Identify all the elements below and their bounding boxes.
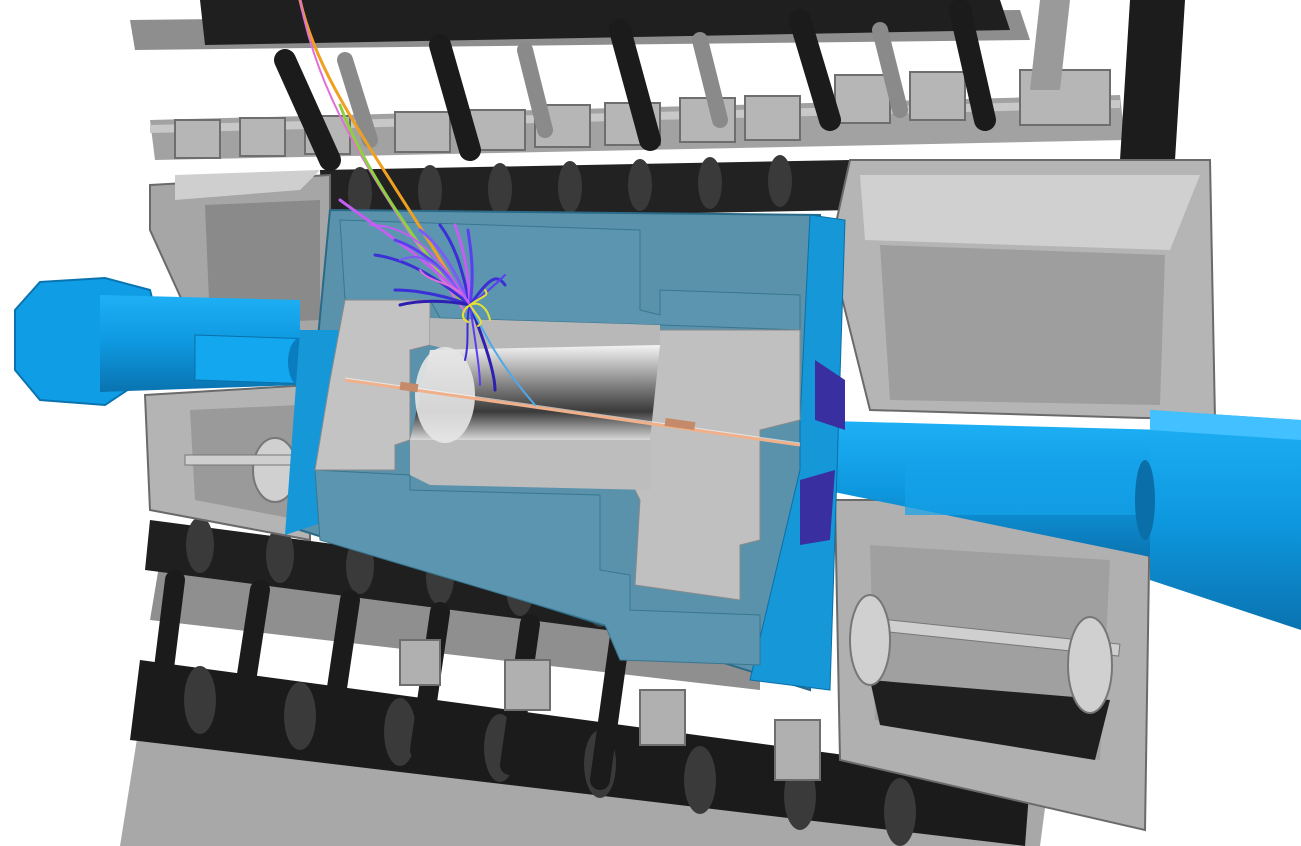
right-endcap-structure [828, 159, 1217, 832]
calorimeter [285, 208, 846, 692]
left-endcap-structure [143, 170, 331, 542]
upper-support-structure [130, 0, 1185, 220]
particle-tracks [298, 0, 536, 406]
